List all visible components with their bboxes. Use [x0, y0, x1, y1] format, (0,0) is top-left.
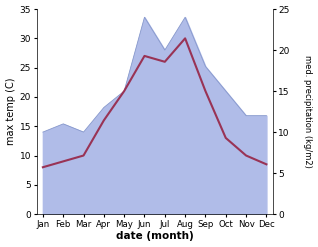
X-axis label: date (month): date (month) [116, 231, 194, 242]
Y-axis label: max temp (C): max temp (C) [5, 78, 16, 145]
Y-axis label: med. precipitation (kg/m2): med. precipitation (kg/m2) [303, 55, 313, 168]
